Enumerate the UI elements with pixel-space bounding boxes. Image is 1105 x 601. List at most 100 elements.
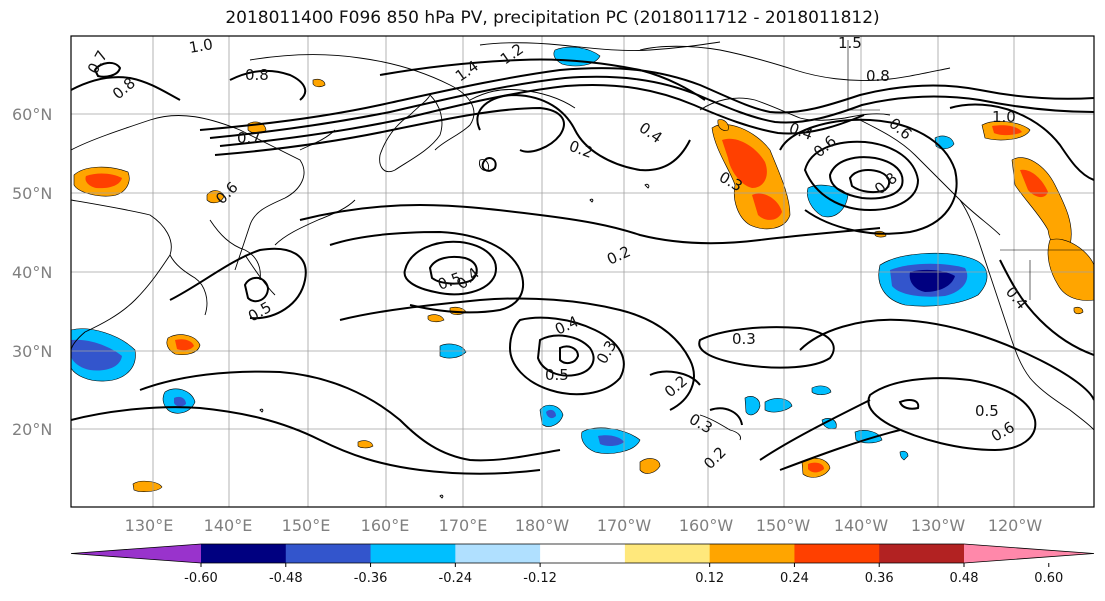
precip-patch (808, 462, 824, 473)
pv-contour (867, 377, 1037, 452)
coastline-russia-north (249, 54, 475, 173)
precip-shading (71, 46, 1094, 492)
precip-patch (899, 450, 909, 461)
colorbar-tick-label: -0.60 (184, 571, 218, 586)
contour-label: 0.8 (866, 67, 890, 85)
lon-label: 180°W (515, 516, 570, 535)
colorbar-segment (624, 544, 711, 563)
colorbar-tick-label: 0.24 (780, 571, 809, 586)
pv-contour (71, 406, 541, 475)
precip-patch (132, 480, 163, 492)
contour-label: 0.7 (237, 129, 261, 147)
colorbar-tick-label: 0.12 (695, 571, 724, 586)
pv-contour (243, 276, 270, 303)
latitude-axis: 60°N 50°N 40°N 30°N 20°N (12, 105, 52, 439)
lat-label: 50°N (12, 184, 52, 203)
precip-patch (1073, 306, 1084, 315)
precip-patch (1047, 238, 1094, 301)
precip-patch (71, 339, 122, 371)
pv-contour (209, 75, 1094, 139)
colorbar-segment (285, 544, 372, 563)
lat-label: 40°N (12, 263, 52, 282)
longitude-axis: 130°E 140°E 150°E 160°E 170°E 180°W 170°… (125, 516, 1043, 535)
pv-contour (649, 370, 743, 426)
precip-patch (717, 119, 729, 131)
lon-label: 140°E (204, 516, 253, 535)
coastline-asia (71, 115, 305, 351)
pv-contour (199, 67, 1094, 131)
coastline-namerica-west (959, 199, 1094, 431)
gridlines (71, 36, 1094, 507)
pv-contour (481, 157, 497, 172)
contour-label: 1.0 (188, 35, 215, 57)
contour-label: 0.3 (732, 330, 756, 348)
lat-label: 30°N (12, 342, 52, 361)
pv-contour (428, 255, 478, 285)
precip-patch (175, 339, 194, 351)
precip-patch (821, 418, 837, 430)
contour-label: 0.8 (245, 66, 269, 84)
pv-contour (508, 316, 625, 396)
colorbar-segment (370, 544, 456, 563)
pv-contour (898, 399, 920, 410)
contour-label: 1.0 (992, 108, 1016, 126)
precip-patch (206, 190, 225, 204)
map-title: 2018011400 F096 850 hPa PV, precipitatio… (225, 8, 880, 28)
precip-patch (909, 269, 955, 292)
lon-label: 170°E (439, 516, 488, 535)
contour-label: 0.5 (975, 402, 999, 420)
pv-contour (848, 169, 891, 194)
pv-contour (759, 399, 901, 471)
lat-label: 20°N (12, 420, 52, 439)
lon-label: 130°E (125, 516, 174, 535)
contour-label: 1.5 (838, 34, 862, 52)
pv-contour (329, 230, 525, 314)
pv-contour (299, 203, 881, 245)
colorbar-tick-label: -0.48 (269, 571, 303, 586)
precip-patch (744, 396, 761, 416)
pv-contour (379, 58, 706, 101)
colorbar-tick-label: 0.36 (865, 571, 894, 586)
pv-contour (828, 156, 904, 200)
precip-patch (312, 78, 326, 88)
precip-patch (174, 396, 186, 407)
colorbar-segment (540, 544, 626, 563)
lon-label: 120°W (988, 516, 1043, 535)
lat-label: 60°N (12, 105, 52, 124)
pv-contour (559, 345, 580, 365)
map-frame (70, 35, 1095, 508)
colorbar-tick-label: -0.36 (354, 571, 388, 586)
pv-contour (799, 318, 1094, 401)
lon-label: 160°E (361, 516, 410, 535)
lon-label: 150°E (282, 516, 331, 535)
colorbar-extend-left (71, 544, 201, 563)
pv-contour (93, 62, 122, 78)
precip-patch (639, 458, 661, 474)
colorbar-segment (879, 544, 965, 563)
pv-contour (71, 69, 307, 101)
pv-contour (139, 370, 561, 462)
pv-contour (999, 259, 1094, 356)
colorbar-segment (794, 544, 880, 563)
coastlines (71, 40, 1094, 499)
pv-contour (949, 103, 1094, 181)
lon-label: 140°W (834, 516, 889, 535)
lon-label: 160°W (679, 516, 734, 535)
precip-patch (992, 125, 1022, 136)
lon-label: 130°W (911, 516, 966, 535)
lon-label: 170°W (597, 516, 652, 535)
coastline-hawaii (699, 414, 741, 441)
colorbar-tick-label: -0.24 (439, 571, 473, 586)
pv-contour (698, 326, 835, 369)
colorbar-tick-label: 0.60 (1034, 571, 1063, 586)
precip-patch (427, 314, 445, 323)
colorbar-segment (709, 544, 795, 563)
colorbar-tick-label: 0.48 (950, 571, 979, 586)
colorbar-tick-label: -0.12 (523, 571, 557, 586)
precip-patch (85, 173, 122, 189)
pv-contour (403, 240, 497, 296)
coastline-alaska (639, 45, 1001, 236)
precip-patch (357, 440, 374, 449)
precip-patch (752, 193, 782, 220)
